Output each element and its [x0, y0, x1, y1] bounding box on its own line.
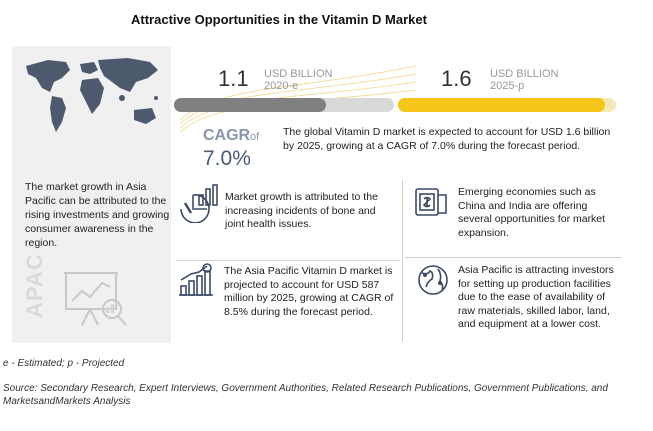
insight-divider-vertical: [402, 180, 403, 342]
cagr-label: CAGR: [203, 127, 251, 144]
market-2025-value: 1.6: [441, 66, 472, 91]
cagr-of-label: of: [250, 131, 260, 143]
market-2020-unit: USD BILLION: [264, 68, 333, 80]
bar-growth-chart-icon: [179, 263, 213, 296]
money-growth-icon: [415, 188, 447, 216]
market-description: The global Vitamin D market is expected …: [283, 126, 611, 152]
market-2025-bar-track: [398, 98, 616, 112]
market-2020-bar-fill: [174, 98, 326, 112]
market-2020-bar-track: [174, 98, 394, 112]
bone-health-chart-icon: [180, 184, 218, 223]
insight-emerging-economies-text: Emerging economies such as China and Ind…: [458, 186, 606, 239]
insight-divider-left: [176, 260, 400, 261]
market-2020-value: 1.1: [218, 66, 249, 91]
market-2025-year: 2025-p: [490, 80, 525, 92]
insight-apac-investors-text: Asia Pacific is attracting investors for…: [458, 264, 614, 330]
market-2025-bar-fill: [398, 98, 606, 112]
world-map-icon: [26, 58, 158, 132]
cagr-value: 7.0%: [203, 147, 251, 170]
insight-bone-health-text: Market growth is attributed to the incre…: [225, 191, 378, 230]
market-2025-unit: USD BILLION: [490, 68, 559, 80]
apac-growth-text: The market growth in Asia Pacific can be…: [25, 181, 170, 249]
market-2020-year: 2020-e: [264, 80, 299, 92]
insight-apac-market-text: The Asia Pacific Vitamin D market is pro…: [224, 265, 394, 318]
globe-network-icon: [418, 265, 448, 295]
estimate-footnote: e - Estimated; p - Projected: [3, 358, 125, 369]
insight-divider-right: [405, 257, 621, 258]
apac-label: APAC: [22, 253, 47, 318]
source-note: Source: Secondary Research, Expert Inter…: [3, 383, 608, 407]
analysis-presentation-icon: [64, 272, 127, 326]
page-title: Attractive Opportunities in the Vitamin …: [131, 12, 427, 27]
